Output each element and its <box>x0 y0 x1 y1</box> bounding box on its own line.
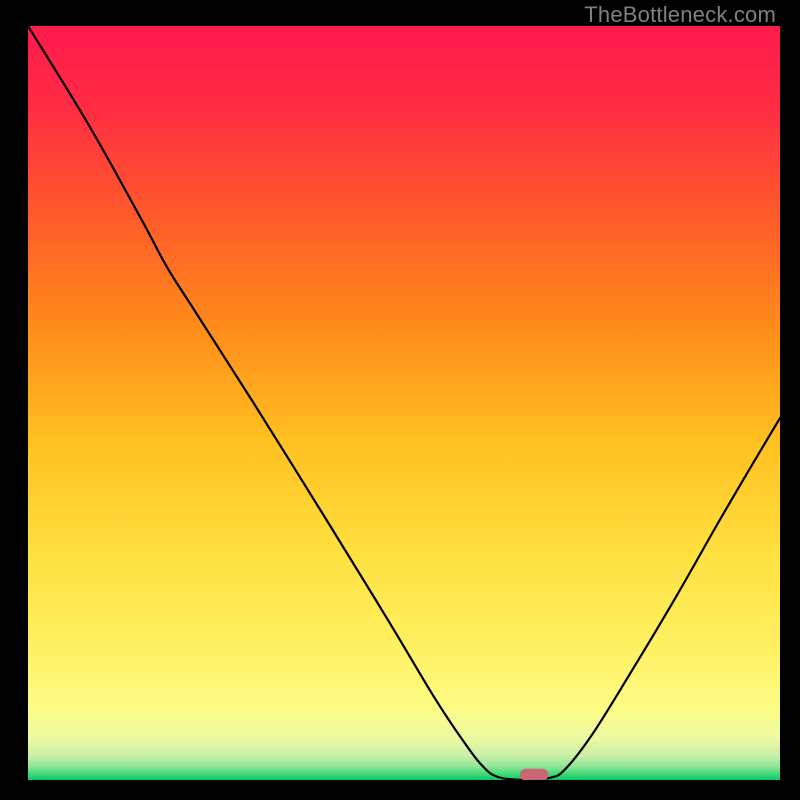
plot-area <box>28 26 780 780</box>
heatmap-background <box>28 26 780 780</box>
chart-frame: TheBottleneck.com <box>0 0 800 800</box>
plot-svg <box>28 26 780 780</box>
border-bottom <box>0 780 800 800</box>
optimal-marker <box>520 769 549 780</box>
watermark-text: TheBottleneck.com <box>584 2 776 28</box>
border-right <box>780 0 800 800</box>
border-left <box>0 0 28 800</box>
